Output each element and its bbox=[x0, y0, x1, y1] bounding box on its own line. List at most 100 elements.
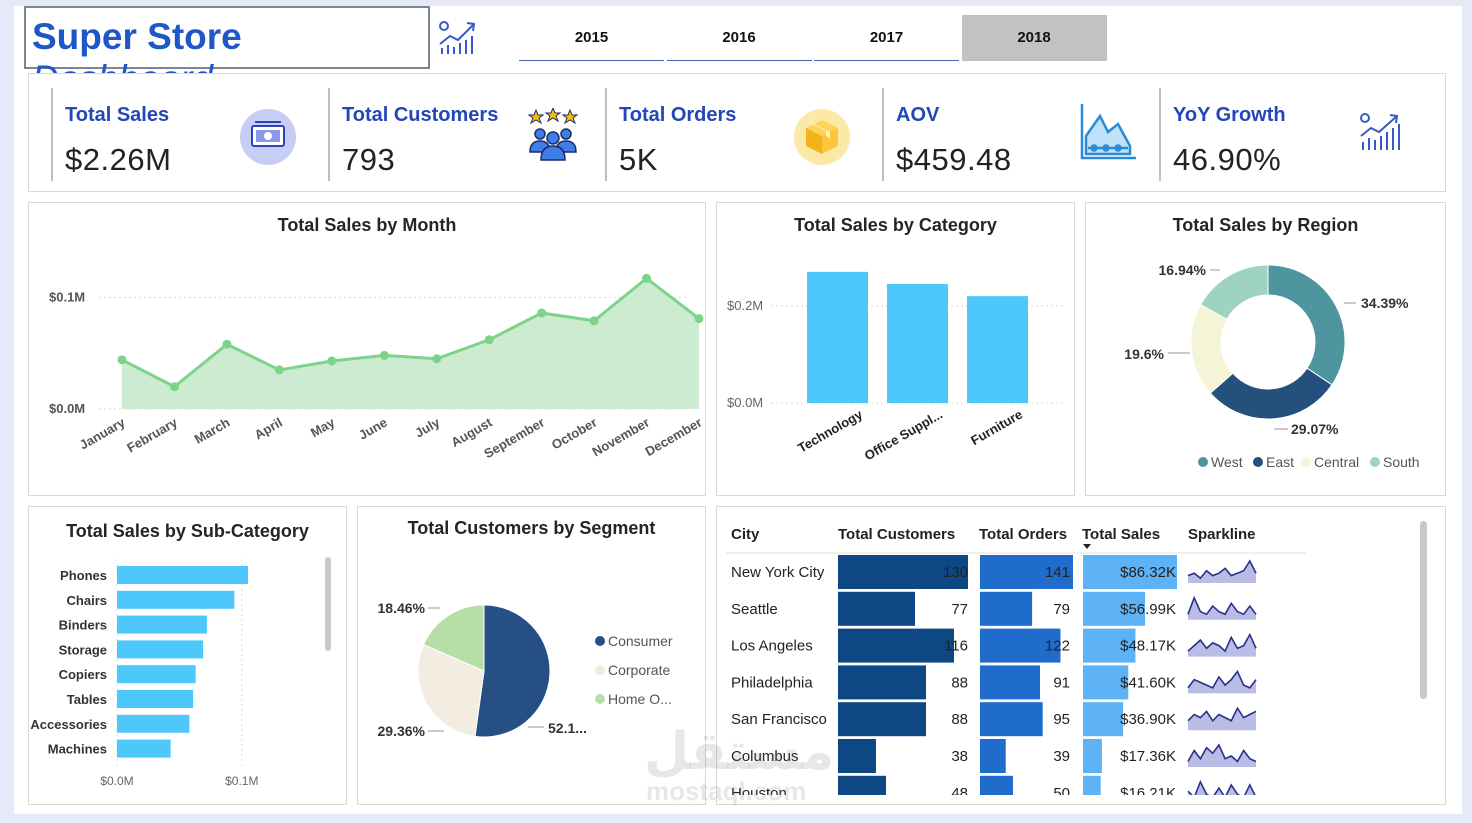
legend-marker bbox=[595, 665, 605, 675]
panel-customers-by-segment: Total Customers by Segment 52.1... 29.36%… bbox=[357, 506, 706, 805]
kpi-label: Total Sales bbox=[65, 104, 170, 126]
y-tick-label: $0.2M bbox=[727, 298, 763, 313]
kpi-value: 46.90% bbox=[1173, 142, 1282, 177]
column-header: City bbox=[731, 526, 760, 543]
title-bold: Super Store bbox=[32, 16, 242, 57]
legend-marker bbox=[595, 636, 605, 646]
area-fill bbox=[122, 278, 699, 409]
data-bar bbox=[838, 702, 926, 737]
data-bar bbox=[980, 665, 1041, 700]
cell-value: 116 bbox=[944, 638, 968, 655]
city-name: New York City bbox=[731, 564, 825, 581]
pie-slice bbox=[422, 604, 485, 672]
data-point bbox=[589, 316, 599, 326]
cell-value: $86.32K bbox=[1120, 564, 1176, 581]
x-tick-label: November bbox=[589, 415, 652, 460]
y-tick-label: $0.0M bbox=[727, 395, 763, 410]
chart-title: Total Sales by Month bbox=[277, 215, 457, 235]
legend-marker bbox=[1253, 457, 1263, 467]
y-tick-label: Phones bbox=[60, 568, 107, 583]
legend-label: West bbox=[1211, 454, 1243, 470]
sparkline-area bbox=[1188, 634, 1256, 657]
sort-indicator bbox=[1083, 544, 1091, 549]
data-bar bbox=[1083, 555, 1177, 589]
x-tick-label: Furniture bbox=[968, 407, 1025, 449]
kpi-total-orders: Total Orders 5K bbox=[605, 88, 881, 181]
legend-marker bbox=[1301, 457, 1311, 467]
data-label: 19.6% bbox=[1124, 346, 1164, 362]
year-button-2018[interactable]: 2018 bbox=[961, 15, 1107, 61]
year-button-2015[interactable]: 2015 bbox=[519, 15, 664, 61]
cell-value: $17.36K bbox=[1120, 748, 1176, 765]
bar bbox=[117, 690, 194, 708]
bar bbox=[967, 296, 1028, 403]
y-tick-label: Copiers bbox=[59, 667, 107, 682]
bar bbox=[117, 566, 249, 584]
data-bar bbox=[980, 591, 1033, 626]
data-bar bbox=[1083, 665, 1129, 700]
y-tick-label: Machines bbox=[48, 742, 107, 757]
panel-sales-by-region: Total Sales by Region 34.39% 29.07% 19.6% 1… bbox=[1085, 202, 1446, 496]
kpi-label: Total Orders bbox=[619, 104, 737, 126]
bar bbox=[117, 615, 207, 634]
panel-city-table bbox=[716, 506, 1446, 805]
series-line bbox=[121, 276, 700, 389]
subcategory-scrollbar[interactable] bbox=[325, 557, 331, 651]
data-point bbox=[274, 365, 284, 375]
kpi-value: 793 bbox=[342, 142, 396, 177]
city-name: Philadelphia bbox=[731, 674, 813, 691]
panel-sales-by-category: Total Sales by Category $0.0M $0.2M Techno… bbox=[716, 202, 1075, 496]
table-scrollbar[interactable] bbox=[1420, 521, 1427, 699]
kpi-total-customers: Total Customers 793 bbox=[328, 88, 604, 181]
data-bar bbox=[980, 628, 1061, 663]
x-tick-label: June bbox=[356, 415, 390, 443]
sparkline bbox=[1187, 779, 1256, 795]
legend-marker bbox=[595, 694, 605, 704]
dashboard-title-box: Super Store Dashboard bbox=[24, 6, 430, 99]
cell-value: $16.21K bbox=[1120, 785, 1176, 795]
year-button-2017[interactable]: 2017 bbox=[814, 15, 959, 61]
customers-by-segment-chart: 52.1... 29.36% 18.46% Consumer Corporate Home… bbox=[378, 600, 673, 739]
x-tick-label: December bbox=[643, 415, 705, 459]
x-tick-label: February bbox=[124, 414, 180, 455]
kpi-label: AOV bbox=[896, 104, 940, 126]
panel-sales-by-month: Total Sales by Month $0.0M $0.1M January Fe… bbox=[28, 202, 706, 496]
data-bar bbox=[838, 591, 915, 626]
cell-value: 141 bbox=[1045, 564, 1070, 581]
data-bar bbox=[838, 628, 954, 663]
money-icon bbox=[240, 109, 296, 165]
legend-label: Corporate bbox=[608, 662, 670, 678]
kpi-label: YoY Growth bbox=[1173, 104, 1286, 126]
x-tick-label: May bbox=[308, 414, 338, 440]
year-button-2016[interactable]: 2016 bbox=[666, 15, 812, 61]
sparkline bbox=[1187, 559, 1257, 580]
x-tick-label: April bbox=[252, 415, 285, 443]
bar bbox=[117, 640, 204, 659]
data-label: 16.94% bbox=[1159, 262, 1207, 278]
legend-marker bbox=[1370, 457, 1380, 467]
data-point bbox=[379, 350, 389, 360]
legend-label: Central bbox=[1314, 454, 1359, 470]
area-chart-icon bbox=[1080, 104, 1136, 160]
donut-slice bbox=[1199, 264, 1269, 320]
y-tick-label: Binders bbox=[59, 618, 107, 633]
watermark-latin: mostaql.com bbox=[646, 776, 807, 806]
city-name: Houston bbox=[731, 785, 787, 795]
panel-sales-by-subcategory: Total Sales by Sub-Category $0.0M $0.1M Ph… bbox=[28, 506, 347, 805]
sales-by-subcategory-chart: $0.0M $0.1M Phones Chairs Binders Storage Copi… bbox=[30, 559, 258, 788]
y-tick-label: $0.1M bbox=[49, 289, 85, 304]
cell-value: 77 bbox=[951, 601, 968, 618]
y-tick-label: $0.0M bbox=[49, 401, 85, 416]
kpi-value: $2.26M bbox=[65, 142, 172, 177]
data-point bbox=[432, 354, 442, 364]
x-tick-label: January bbox=[77, 414, 128, 452]
chart-title: Total Sales by Sub-Category bbox=[66, 521, 309, 541]
legend-marker bbox=[1198, 457, 1208, 467]
city-table: City Total Customers Total Orders Total Sal… bbox=[726, 526, 1306, 795]
city-name: San Francisco bbox=[731, 711, 827, 728]
y-tick-label: Accessories bbox=[30, 717, 107, 732]
x-tick-label: March bbox=[192, 415, 233, 447]
growth-chart-icon bbox=[1360, 113, 1400, 150]
data-label: 29.36% bbox=[378, 723, 426, 739]
